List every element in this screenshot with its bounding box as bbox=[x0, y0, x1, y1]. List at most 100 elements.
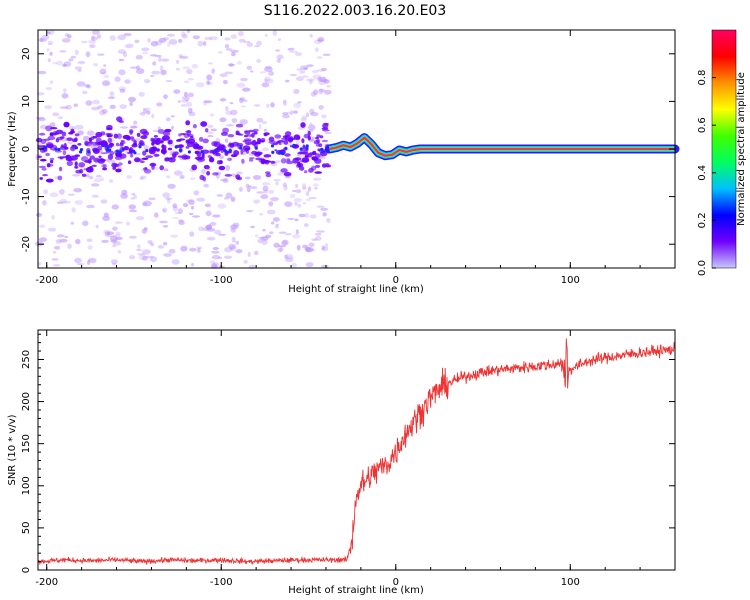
spectrum-noise-blob bbox=[77, 60, 86, 65]
spectrum-noise-blob bbox=[162, 192, 171, 198]
spectrum-noise-blob bbox=[128, 96, 136, 102]
spectrum-noise-blob bbox=[64, 235, 69, 239]
spectrum-noise-blob bbox=[220, 97, 226, 102]
spectrum-band-blob bbox=[312, 156, 319, 161]
spectrum-noise-blob bbox=[285, 233, 292, 236]
spectrum-noise-blob bbox=[282, 114, 290, 119]
spectrum-noise-blob bbox=[171, 259, 180, 265]
spectrum-noise-blob bbox=[106, 231, 115, 236]
snr-y-tick-label: 250 bbox=[21, 350, 32, 369]
spectrum-noise-blob bbox=[159, 220, 168, 224]
spectrum-noise-blob bbox=[302, 202, 307, 205]
spectrum-hot-spot bbox=[101, 144, 105, 148]
spectrum-noise-blob bbox=[102, 80, 111, 87]
spectrum-band-blob bbox=[179, 144, 184, 148]
spectrum-noise-blob bbox=[85, 173, 90, 178]
spectrum-noise-blob bbox=[301, 115, 308, 120]
spectrum-noise-blob bbox=[68, 58, 74, 62]
spectrum-hot-spot bbox=[320, 147, 324, 151]
spectrum-noise-blob bbox=[300, 117, 307, 122]
spectrum-band-blob bbox=[71, 145, 76, 150]
spectrum-band-blob bbox=[316, 134, 321, 138]
spectrum-noise-blob bbox=[261, 239, 268, 246]
spectrum-noise-blob bbox=[163, 94, 168, 100]
spectrum-band-blob bbox=[190, 135, 194, 139]
spectrum-hot-spot bbox=[299, 147, 303, 151]
spectrum-band-blob bbox=[149, 162, 157, 167]
spectrum-band-blob bbox=[92, 147, 99, 152]
spectrum-band-blob bbox=[236, 176, 243, 181]
spectrum-noise-blob bbox=[211, 68, 215, 74]
spectrum-noise-blob bbox=[315, 236, 322, 241]
spectrum-band-blob bbox=[45, 125, 53, 132]
spectrum-band-blob bbox=[268, 136, 275, 142]
spectrum-band-blob bbox=[176, 139, 182, 142]
spectrum-noise-blob bbox=[306, 112, 310, 118]
spectrum-noise-blob bbox=[225, 110, 233, 116]
spectrum-noise-blob bbox=[211, 255, 221, 260]
spectrum-noise-blob bbox=[180, 104, 187, 107]
spectrum-noise-blob bbox=[129, 255, 136, 260]
spectrum-band-blob bbox=[246, 149, 249, 154]
spectrum-noise-blob bbox=[295, 189, 302, 193]
spectrum-noise-blob bbox=[188, 199, 195, 206]
spectrum-band-blob bbox=[298, 166, 305, 171]
spectrum-noise-blob bbox=[111, 204, 120, 210]
spectrum-noise-blob bbox=[101, 109, 108, 114]
spectrum-noise-blob bbox=[103, 64, 107, 67]
spectrum-noise-blob bbox=[173, 89, 181, 94]
spectrum-noise-blob bbox=[230, 196, 236, 202]
spectrum-noise-blob bbox=[261, 82, 270, 88]
spectrum-noise-blob bbox=[269, 231, 274, 235]
spectrum-noise-blob bbox=[313, 177, 322, 181]
spectrum-band-blob bbox=[95, 131, 103, 138]
spectrum-band-blob bbox=[122, 134, 131, 140]
spectrum-hot-spot bbox=[121, 147, 125, 151]
spectrum-noise-blob bbox=[74, 200, 84, 205]
spectrum-noise-blob bbox=[118, 69, 126, 76]
spectrum-band-blob bbox=[240, 148, 244, 155]
snr-y-axis-label: SNR (10 * v/v) bbox=[7, 414, 18, 485]
spectrum-band-blob bbox=[84, 141, 89, 146]
spectrum-noise-blob bbox=[91, 106, 100, 111]
spectrum-noise-blob bbox=[309, 122, 313, 126]
spectrum-noise-blob bbox=[119, 104, 127, 109]
spectrum-noise-blob bbox=[42, 34, 50, 40]
snr-panel: -200 -100 0 100 0 50 100 150 200 250 Height of st… bbox=[7, 329, 676, 596]
spectrum-hot-spot bbox=[292, 143, 296, 147]
spectrum-band-blob bbox=[280, 168, 288, 173]
spectrum-band-blob bbox=[107, 153, 114, 160]
spectrum-noise-blob bbox=[180, 31, 186, 38]
spectrum-x-tick-label: -200 bbox=[35, 275, 58, 286]
spectrum-noise-blob bbox=[162, 241, 168, 246]
spectrum-noise-blob bbox=[218, 233, 226, 236]
spectrum-noise-blob bbox=[135, 153, 142, 156]
spectrum-noise-blob bbox=[225, 124, 235, 127]
spectrum-noise-blob bbox=[112, 244, 117, 248]
spectrum-noise-blob bbox=[264, 78, 268, 83]
spectrum-noise-blob bbox=[284, 254, 289, 259]
spectrum-noise-blob bbox=[85, 51, 91, 58]
spectrum-noise-blob bbox=[74, 124, 84, 130]
snr-plot-area bbox=[37, 338, 676, 566]
colorbar-tick-label: 0.8 bbox=[697, 70, 708, 86]
spectrum-noise-blob bbox=[166, 175, 171, 179]
spectrum-noise-blob bbox=[297, 101, 302, 104]
spectrum-noise-blob bbox=[228, 243, 237, 250]
spectrum-band-blob bbox=[303, 149, 308, 154]
spectrum-noise-blob bbox=[101, 239, 109, 243]
spectrum-noise-blob bbox=[308, 124, 316, 131]
spectrum-noise-blob bbox=[115, 231, 121, 236]
spectrum-noise-blob bbox=[273, 179, 282, 182]
spectrum-band-blob bbox=[200, 121, 208, 127]
spectrum-noise-blob bbox=[119, 126, 129, 129]
spectrum-noise-blob bbox=[147, 240, 153, 244]
spectrum-noise-blob bbox=[219, 73, 228, 78]
spectrum-noise-blob bbox=[193, 190, 200, 196]
spectrum-noise-blob bbox=[295, 139, 300, 146]
spectrum-noise-blob bbox=[236, 60, 242, 65]
spectrum-band-blob bbox=[145, 155, 154, 159]
spectrum-noise-blob bbox=[273, 242, 280, 248]
spectrum-noise-blob bbox=[303, 67, 308, 70]
spectrum-noise-blob bbox=[277, 247, 283, 253]
